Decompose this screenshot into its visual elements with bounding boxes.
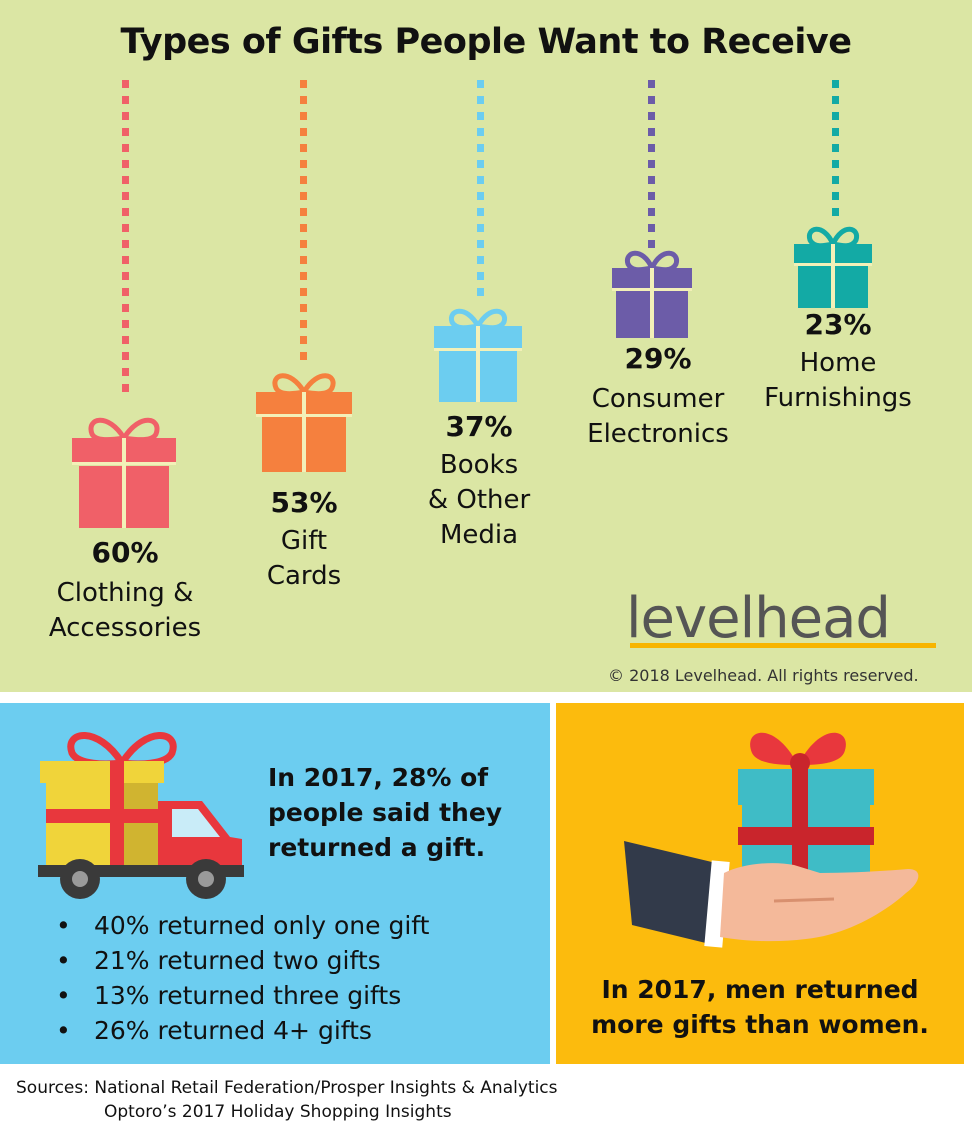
delivery-truck-icon — [38, 732, 244, 899]
sources-line: Optoro’s 2017 Holiday Shopping Insights — [104, 1102, 452, 1122]
gift-box-icon — [256, 373, 352, 472]
bullet-dot: • — [56, 911, 71, 940]
men-returns-text: In 2017, men returned more gifts than wo… — [591, 975, 929, 1039]
list-item-text: 26% returned 4+ gifts — [94, 1016, 372, 1045]
gift-category: Home Furnishings — [764, 348, 912, 413]
gift-types-panel: Types of Gifts People Want to Receive 60… — [0, 0, 972, 692]
hand-holding-gift-icon — [624, 732, 919, 948]
gift-percent: 29% — [624, 342, 692, 375]
sources: Sources: National Retail Federation/Pros… — [16, 1076, 558, 1124]
page-title: Types of Gifts People Want to Receive — [120, 22, 852, 62]
list-item-text: 40% returned only one gift — [94, 911, 430, 940]
gift-category: Consumer Electronics — [587, 384, 729, 449]
list-item-text: 21% returned two gifts — [94, 946, 381, 975]
returns-list: • 40% returned only one gift • 21% returne… — [50, 908, 429, 1048]
gift-box-icon — [72, 417, 176, 528]
brand-logo: levelhead — [626, 586, 891, 651]
list-item: • 21% returned two gifts — [50, 943, 429, 978]
list-item: • 13% returned three gifts — [50, 978, 429, 1013]
gift-box-icon — [434, 308, 522, 402]
list-item-text: 13% returned three gifts — [94, 981, 402, 1010]
bullet-dot: • — [56, 1016, 71, 1045]
hanging-string — [477, 80, 484, 304]
gift-box-icon — [612, 250, 692, 338]
gift-percent: 53% — [270, 486, 338, 519]
list-item: • 26% returned 4+ gifts — [50, 1013, 429, 1048]
gift-category: Clothing & Accessories — [48, 578, 202, 643]
sources-line: Sources: National Retail Federation/Pros… — [16, 1078, 558, 1098]
hanging-string — [648, 80, 655, 250]
logo-underline — [630, 643, 936, 648]
hanging-string — [832, 80, 839, 224]
bullet-dot: • — [56, 981, 71, 1010]
gift-category: Books & Other Media — [427, 450, 531, 550]
gift-percent: 37% — [445, 410, 513, 443]
men-returns-panel — [556, 703, 964, 1064]
gift-category: Gift Cards — [266, 526, 342, 591]
bullet-dot: • — [56, 946, 71, 975]
gift-box-icon — [794, 226, 872, 308]
returns-headline: In 2017, 28% of people said they returne… — [268, 763, 503, 862]
list-item: • 40% returned only one gift — [50, 908, 429, 943]
hanging-string — [122, 80, 129, 398]
gift-percent: 60% — [91, 536, 159, 569]
returns-panel: In 2017, 28% of people said they returne… — [0, 703, 550, 1064]
hanging-string — [300, 80, 307, 364]
gift-percent: 23% — [804, 308, 872, 341]
copyright-text: © 2018 Levelhead. All rights reserved. — [608, 666, 919, 685]
